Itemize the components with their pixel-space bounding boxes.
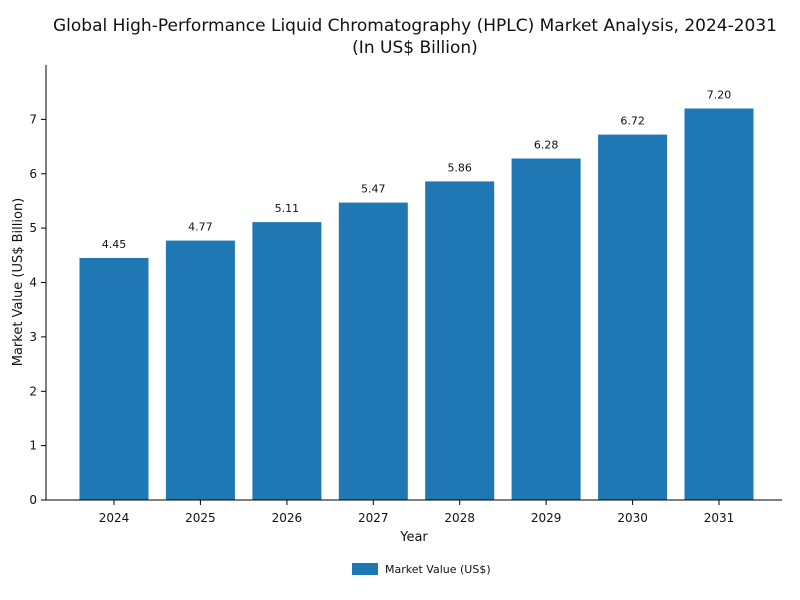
legend-swatch — [352, 563, 378, 575]
x-ticks-layer: 2024 2025 2026 2027 2028 2029 2030 2031 — [99, 500, 735, 525]
x-tick-label-2024: 2024 — [99, 511, 130, 525]
x-tick-label-2029: 2029 — [531, 511, 562, 525]
data-label-2024: 4.45 — [102, 238, 127, 251]
bar-2028 — [425, 181, 495, 500]
bar-2030 — [598, 134, 668, 500]
data-label-2031: 7.20 — [707, 89, 732, 102]
data-label-2026: 5.11 — [275, 202, 300, 215]
bar-2024 — [79, 258, 149, 500]
data-labels-layer: 4.45 4.77 5.11 5.47 5.86 6.28 6.72 7.20 — [102, 89, 732, 252]
x-tick-label-2027: 2027 — [358, 511, 389, 525]
chart-subtitle: (In US$ Billion) — [352, 38, 478, 58]
y-tick-label-4: 4 — [29, 276, 37, 290]
bar-2025 — [165, 240, 235, 500]
x-tick-label-2030: 2030 — [617, 511, 648, 525]
legend-label: Market Value (US$) — [385, 563, 491, 576]
y-tick-label-1: 1 — [29, 439, 37, 453]
bar-2031 — [684, 108, 754, 500]
data-label-2029: 6.28 — [534, 139, 559, 152]
y-ticks-layer: 0 1 2 3 4 5 6 7 — [29, 112, 46, 507]
x-tick-label-2028: 2028 — [444, 511, 475, 525]
bar-2029 — [511, 158, 581, 500]
y-tick-label-7: 7 — [29, 112, 37, 126]
y-tick-label-2: 2 — [29, 384, 37, 398]
y-tick-label-0: 0 — [29, 493, 37, 507]
data-label-2028: 5.86 — [447, 161, 472, 174]
x-tick-label-2025: 2025 — [185, 511, 216, 525]
x-tick-label-2031: 2031 — [704, 511, 735, 525]
data-label-2030: 6.72 — [620, 115, 645, 128]
data-label-2025: 4.77 — [188, 221, 213, 234]
y-tick-label-6: 6 — [29, 167, 37, 181]
y-axis-label: Market Value (US$ Billion) — [11, 198, 26, 367]
legend: Market Value (US$) — [352, 563, 491, 576]
y-tick-label-3: 3 — [29, 330, 37, 344]
bar-2027 — [338, 202, 408, 500]
x-axis-label: Year — [399, 530, 428, 545]
bars-layer — [79, 108, 754, 500]
y-tick-label-5: 5 — [29, 221, 37, 235]
bar-2026 — [252, 222, 322, 500]
x-tick-label-2026: 2026 — [272, 511, 303, 525]
chart-title: Global High-Performance Liquid Chromatog… — [53, 16, 777, 36]
data-label-2027: 5.47 — [361, 183, 386, 196]
